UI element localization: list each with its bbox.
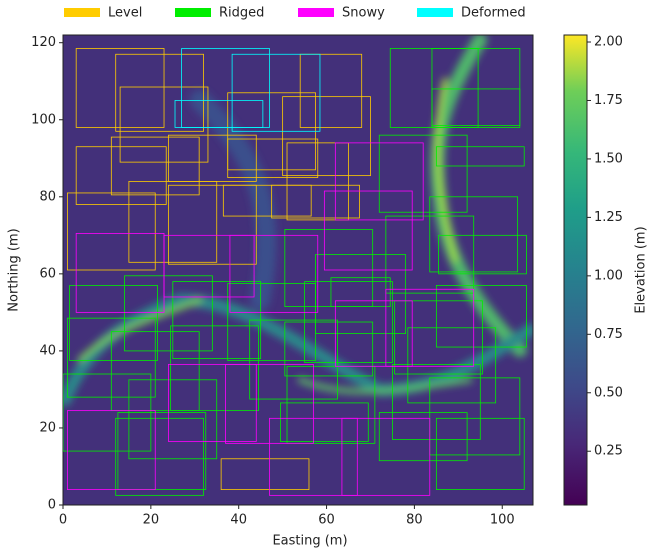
box: [115, 417, 204, 496]
x-tick-label: 20: [143, 513, 160, 528]
box: [280, 402, 369, 442]
box: [299, 53, 363, 128]
box: [168, 363, 257, 442]
box: [378, 412, 468, 462]
colorbar-tick-label: 2.00: [594, 35, 623, 50]
y-tick-label: 60: [39, 266, 56, 281]
box: [435, 417, 525, 490]
box: [385, 288, 475, 367]
box: [286, 365, 376, 444]
legend-label: Ridged: [219, 6, 264, 21]
legend-label: Snowy: [342, 6, 385, 21]
box: [229, 234, 319, 313]
y-tick-label: 20: [39, 420, 56, 435]
x-tick-label: 0: [59, 513, 67, 528]
box: [429, 377, 521, 456]
colorbar-tick-label: 1.00: [594, 268, 623, 283]
box: [249, 319, 338, 400]
box: [220, 458, 310, 490]
box: [222, 184, 312, 217]
box: [284, 229, 374, 307]
legend-swatch: [64, 8, 100, 17]
box: [66, 410, 156, 490]
colorbar: [563, 34, 588, 506]
y-tick-label: 120: [31, 35, 56, 50]
colorbar-tick-label: 1.25: [594, 210, 623, 225]
box: [407, 327, 497, 404]
colorbar-tick-label: 1.50: [594, 151, 623, 166]
box: [330, 277, 391, 307]
x-tick-label: 80: [406, 513, 423, 528]
box: [431, 48, 521, 128]
x-tick-label: 100: [490, 513, 515, 528]
colorbar-tick-label: 0.75: [594, 327, 623, 342]
box: [75, 146, 167, 205]
box: [271, 184, 360, 219]
x-tick-label: 40: [230, 513, 247, 528]
box: [119, 86, 209, 163]
box: [431, 88, 521, 126]
legend-swatch: [298, 8, 334, 17]
box: [435, 146, 525, 167]
x-tick-label: 60: [318, 513, 335, 528]
y-axis-label: Northing (m): [7, 228, 22, 311]
box: [286, 142, 349, 221]
legend-swatch: [175, 8, 211, 17]
box: [168, 184, 257, 265]
box: [438, 234, 527, 275]
x-axis-label: Easting (m): [272, 534, 347, 549]
box: [341, 417, 431, 496]
box: [117, 412, 207, 490]
y-tick-label: 80: [39, 189, 56, 204]
plot-frame: [62, 34, 534, 506]
box: [128, 379, 218, 460]
box: [66, 192, 156, 271]
box: [435, 285, 527, 348]
boxes: [63, 48, 527, 496]
box: [163, 234, 255, 298]
box: [284, 321, 374, 377]
box: [282, 96, 371, 177]
box: [394, 300, 483, 375]
box: [334, 300, 413, 367]
box: [227, 283, 316, 361]
box: [170, 325, 259, 412]
colorbar-tick-label: 0.50: [594, 385, 623, 400]
legend-label: Deformed: [461, 6, 526, 21]
y-tick-label: 40: [39, 343, 56, 358]
colorbar-tick-label: 1.75: [594, 93, 623, 108]
colorbar-tick-label: 0.25: [594, 444, 623, 459]
box: [128, 180, 218, 263]
box: [231, 53, 321, 132]
box: [115, 53, 204, 132]
box: [225, 363, 314, 444]
colorbar-label: Elevation (m): [634, 226, 649, 313]
box: [174, 100, 264, 128]
y-tick-label: 100: [31, 112, 56, 127]
legend-label: Level: [108, 6, 142, 21]
box: [124, 275, 213, 352]
box: [334, 142, 424, 221]
legend-swatch: [417, 8, 453, 17]
box: [323, 190, 413, 271]
box: [69, 285, 158, 361]
y-tick-label: 0: [48, 498, 56, 513]
